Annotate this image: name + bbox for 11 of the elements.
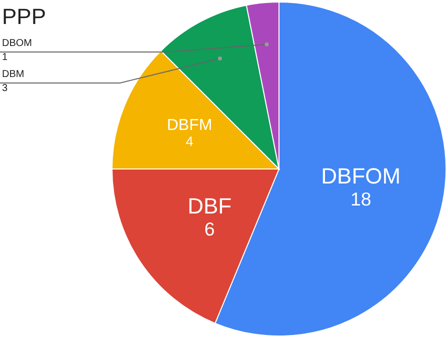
slice-label: DBF bbox=[188, 193, 232, 218]
data-label: 4 bbox=[186, 134, 194, 149]
data-label: 6 bbox=[204, 218, 215, 240]
data-label: 3 bbox=[2, 83, 8, 94]
slice-label: DBFOM bbox=[321, 163, 401, 188]
chart-title: PPP bbox=[2, 4, 46, 29]
slice-label: DBM bbox=[2, 69, 24, 80]
slice-label: DBOM bbox=[2, 38, 32, 49]
slice-label: DBFM bbox=[166, 116, 212, 134]
data-label: 1 bbox=[2, 52, 8, 63]
data-label: 18 bbox=[350, 188, 372, 210]
